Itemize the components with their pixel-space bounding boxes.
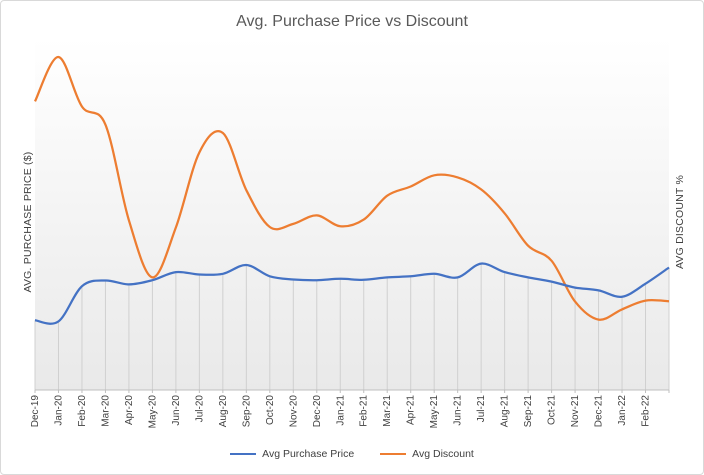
- x-tick-label: May-21: [429, 395, 440, 429]
- x-tick-label: Dec-19: [30, 395, 41, 428]
- x-tick-label: Sep-20: [241, 395, 252, 428]
- x-tick-label: Apr-20: [124, 395, 135, 425]
- x-tick-label: May-20: [147, 395, 158, 429]
- legend-item-price: Avg Purchase Price: [230, 448, 354, 460]
- x-tick-label: Jan-20: [53, 395, 64, 426]
- legend-label-price: Avg Purchase Price: [262, 448, 355, 460]
- series-line-avg-purchase-price: [34, 262, 670, 325]
- x-tick-label: Nov-21: [570, 395, 581, 428]
- x-tick-label: Feb-21: [359, 395, 370, 427]
- plot-background: [35, 38, 669, 390]
- x-tick-label: Mar-20: [100, 395, 111, 427]
- x-tick-label: Aug-21: [500, 395, 511, 428]
- x-tick-label: Jan-21: [335, 395, 346, 426]
- x-tick-label: Jun-20: [171, 395, 182, 426]
- x-tick-label: Dec-21: [594, 395, 605, 428]
- x-tick-label: Aug-20: [218, 395, 229, 428]
- x-tick-label: Dec-20: [312, 395, 323, 428]
- series-line-avg-discount: [33, 55, 670, 321]
- x-tick-label: Oct-21: [547, 395, 558, 425]
- legend: Avg Purchase Price Avg Discount: [0, 448, 704, 460]
- x-tick-label: Jun-21: [453, 395, 464, 426]
- x-tick-label: Mar-21: [382, 395, 393, 427]
- legend-swatch-discount: [380, 452, 407, 456]
- x-tick-label: Apr-21: [406, 395, 417, 425]
- x-tick-label: Nov-20: [288, 395, 299, 428]
- x-tick-label: Sep-21: [523, 395, 534, 428]
- legend-label-discount: Avg Discount: [412, 448, 474, 460]
- legend-swatch-price: [230, 452, 257, 456]
- x-tick-label: Feb-22: [641, 395, 652, 427]
- x-tick-label: Oct-20: [265, 395, 276, 425]
- x-tick-label: Jul-21: [476, 395, 487, 423]
- x-tick-label: Feb-20: [77, 395, 88, 427]
- chart-title: Avg. Purchase Price vs Discount: [236, 13, 468, 30]
- legend-item-discount: Avg Discount: [380, 448, 474, 460]
- x-tick-label: Jul-20: [194, 395, 205, 423]
- x-tick-label: Jan-22: [617, 395, 628, 426]
